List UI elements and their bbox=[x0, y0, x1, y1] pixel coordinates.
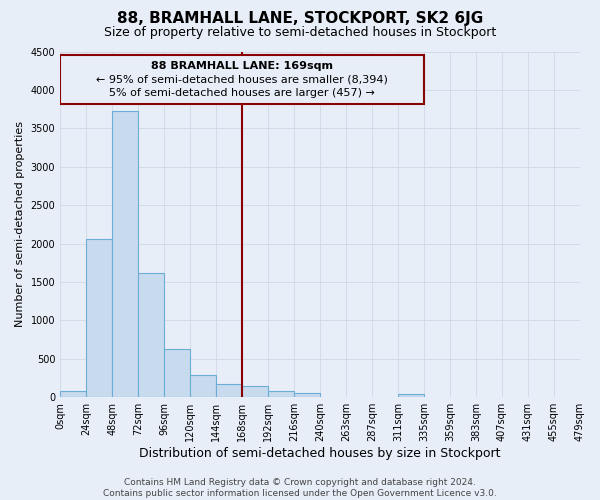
Bar bbox=[190, 375, 216, 397]
Text: Size of property relative to semi-detached houses in Stockport: Size of property relative to semi-detach… bbox=[104, 26, 496, 39]
Bar bbox=[112, 112, 138, 397]
Bar bbox=[60, 391, 86, 397]
Y-axis label: Number of semi-detached properties: Number of semi-detached properties bbox=[15, 122, 25, 328]
Bar bbox=[138, 273, 164, 397]
Text: Contains HM Land Registry data © Crown copyright and database right 2024.
Contai: Contains HM Land Registry data © Crown c… bbox=[103, 478, 497, 498]
Bar bbox=[268, 391, 294, 397]
Bar bbox=[60, 56, 424, 104]
Bar bbox=[294, 394, 320, 397]
X-axis label: Distribution of semi-detached houses by size in Stockport: Distribution of semi-detached houses by … bbox=[139, 447, 501, 460]
Bar bbox=[86, 239, 112, 397]
Bar bbox=[398, 394, 424, 397]
Bar bbox=[164, 349, 190, 397]
Text: ← 95% of semi-detached houses are smaller (8,394): ← 95% of semi-detached houses are smalle… bbox=[96, 74, 388, 85]
Bar bbox=[216, 384, 242, 397]
Text: 88, BRAMHALL LANE, STOCKPORT, SK2 6JG: 88, BRAMHALL LANE, STOCKPORT, SK2 6JG bbox=[117, 11, 483, 26]
Text: 88 BRAMHALL LANE: 169sqm: 88 BRAMHALL LANE: 169sqm bbox=[151, 62, 333, 72]
Text: 5% of semi-detached houses are larger (457) →: 5% of semi-detached houses are larger (4… bbox=[109, 88, 375, 98]
Bar bbox=[242, 386, 268, 397]
